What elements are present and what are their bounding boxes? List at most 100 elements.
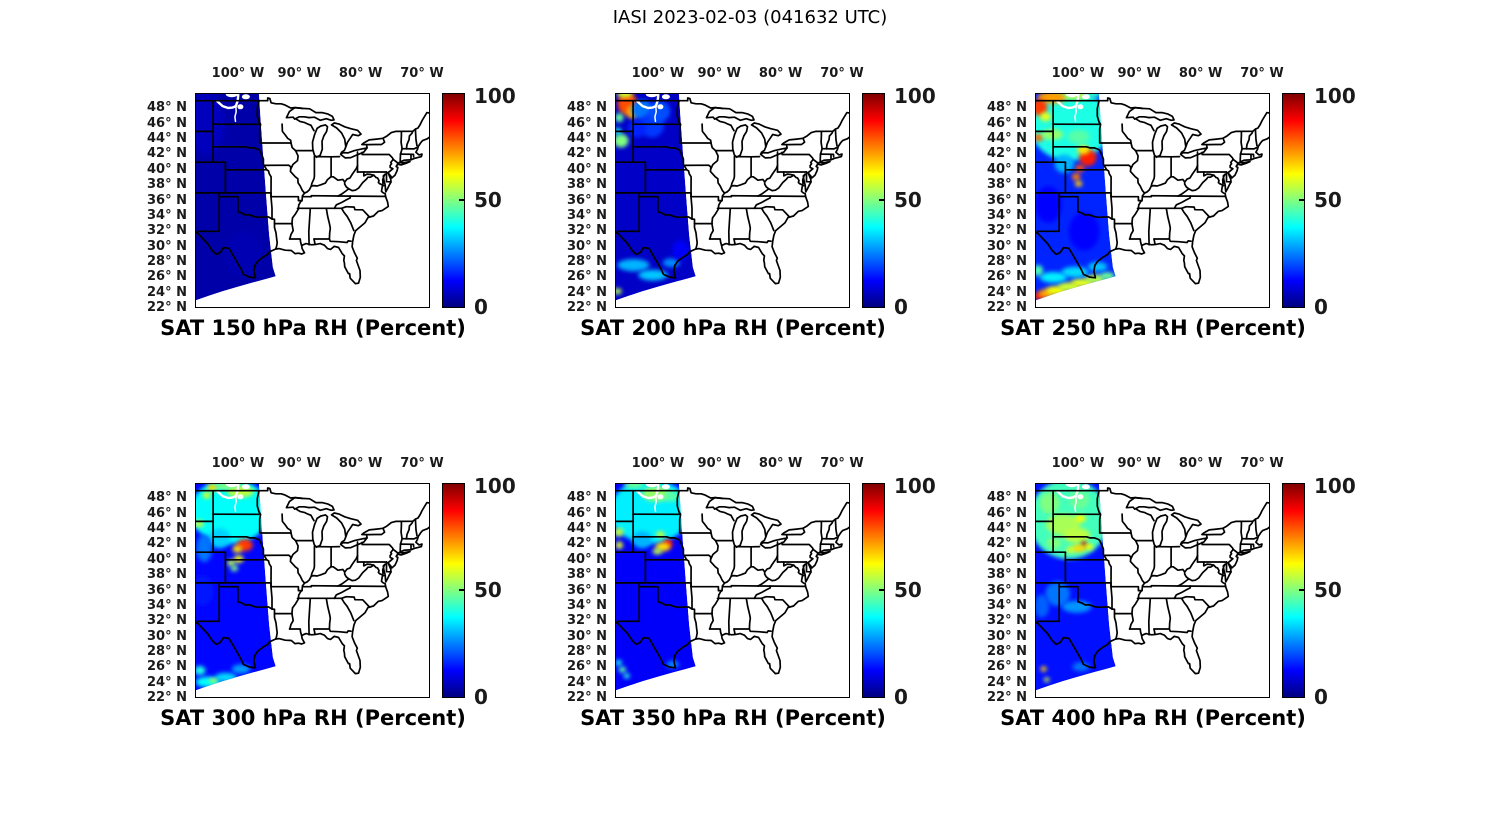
y-tick-label: 42° N xyxy=(987,146,1027,162)
axes-frame xyxy=(615,483,850,698)
y-tick-label: 40° N xyxy=(567,551,607,567)
y-tick-label: 40° N xyxy=(987,551,1027,567)
y-tick-label: 34° N xyxy=(567,597,607,613)
map-canvas-150hpa xyxy=(195,93,430,308)
y-tick-label: 22° N xyxy=(147,690,187,706)
y-tick-label: 40° N xyxy=(147,551,187,567)
colorbar-label: 100 xyxy=(894,474,936,498)
y-tick-label: 22° N xyxy=(987,300,1027,316)
map-canvas-200hpa xyxy=(615,93,850,308)
y-tick-label: 40° N xyxy=(567,161,607,177)
y-tick-label: 46° N xyxy=(987,505,1027,521)
figure-title: IASI 2023-02-03 (041632 UTC) xyxy=(612,7,888,28)
y-tick-label: 28° N xyxy=(987,644,1027,660)
y-tick-label: 34° N xyxy=(987,207,1027,223)
panel-sat-200-hpa: SAT 200 hPa RH (Percent) 100° W 90° W 80° … xyxy=(567,66,955,358)
x-tick-label: 70° W xyxy=(400,456,444,471)
y-tick-label: 48° N xyxy=(987,490,1027,506)
state-boundaries xyxy=(195,487,430,675)
x-tick-label: 80° W xyxy=(338,456,383,471)
axes-frame xyxy=(195,93,430,308)
colorbar-label: 50 xyxy=(894,578,922,602)
colorbar-label: 50 xyxy=(1314,188,1342,212)
colorbar xyxy=(442,483,465,698)
rh-map-svg xyxy=(1035,483,1270,698)
colorbar-label: 0 xyxy=(894,685,908,709)
x-tick-label: 90° W xyxy=(277,456,322,471)
y-tick-label: 44° N xyxy=(147,131,187,147)
x-tick-label: 90° W xyxy=(697,456,742,471)
x-tick-label: 100° W xyxy=(211,66,265,81)
panel-title: SAT 150 hPa RH (Percent) xyxy=(160,316,466,340)
y-tick-label: 36° N xyxy=(567,192,607,208)
y-tick-label: 38° N xyxy=(147,177,187,193)
axes-frame xyxy=(195,483,430,698)
x-tick-label: 70° W xyxy=(1240,66,1284,81)
x-tick-label: 90° W xyxy=(697,66,742,81)
panel-sat-250-hpa: SAT 250 hPa RH (Percent) 100° W 90° W 80° … xyxy=(987,66,1375,358)
rh-map-svg xyxy=(195,483,430,698)
y-tick-label: 48° N xyxy=(567,100,607,116)
y-tick-label: 32° N xyxy=(987,613,1027,629)
y-tick-label: 24° N xyxy=(987,674,1027,690)
missing-data-region xyxy=(635,93,670,123)
x-tick-label: 100° W xyxy=(1051,66,1105,81)
y-tick-label: 28° N xyxy=(567,254,607,270)
y-tick-label: 22° N xyxy=(147,300,187,316)
x-tick-label: 100° W xyxy=(211,456,265,471)
panel-title: SAT 250 hPa RH (Percent) xyxy=(1000,316,1306,340)
y-tick-label: 48° N xyxy=(987,100,1027,116)
colorbar-label: 50 xyxy=(894,188,922,212)
x-tick-label: 70° W xyxy=(400,66,444,81)
y-tick-label: 28° N xyxy=(567,644,607,660)
y-tick-label: 40° N xyxy=(147,161,187,177)
y-tick-label: 48° N xyxy=(567,490,607,506)
y-tick-label: 38° N xyxy=(987,567,1027,583)
colorbar-label: 0 xyxy=(894,295,908,319)
colorbar-label: 50 xyxy=(474,188,502,212)
y-tick-label: 22° N xyxy=(567,690,607,706)
y-tick-label: 42° N xyxy=(147,146,187,162)
state-boundaries xyxy=(615,97,850,285)
panel-title: SAT 300 hPa RH (Percent) xyxy=(160,706,466,730)
colorbar-tick-50 xyxy=(1299,199,1304,201)
missing-data-region xyxy=(1055,483,1090,513)
y-tick-label: 24° N xyxy=(987,284,1027,300)
rh-map-svg xyxy=(1035,93,1270,308)
x-tick-label: 70° W xyxy=(1240,456,1284,471)
y-tick-label: 44° N xyxy=(567,521,607,537)
y-tick-label: 30° N xyxy=(147,628,187,644)
x-tick-label: 70° W xyxy=(820,456,864,471)
axes-frame xyxy=(615,93,850,308)
y-tick-label: 26° N xyxy=(567,659,607,675)
y-tick-label: 38° N xyxy=(987,177,1027,193)
map-canvas-300hpa xyxy=(195,483,430,698)
y-tick-label: 42° N xyxy=(147,536,187,552)
y-tick-label: 32° N xyxy=(147,613,187,629)
y-tick-label: 28° N xyxy=(987,254,1027,270)
y-tick-label: 30° N xyxy=(147,238,187,254)
rh-map-svg xyxy=(615,483,850,698)
y-tick-label: 24° N xyxy=(567,674,607,690)
colorbar-label: 100 xyxy=(894,84,936,108)
colorbar-tick-50 xyxy=(459,589,464,591)
y-tick-label: 30° N xyxy=(987,238,1027,254)
y-tick-label: 26° N xyxy=(147,659,187,675)
x-tick-label: 80° W xyxy=(758,66,803,81)
y-tick-label: 38° N xyxy=(567,177,607,193)
rh-map-svg xyxy=(615,93,850,308)
y-tick-label: 30° N xyxy=(567,238,607,254)
colorbar xyxy=(862,483,885,698)
y-tick-label: 36° N xyxy=(987,192,1027,208)
x-tick-label: 80° W xyxy=(758,456,803,471)
y-tick-label: 36° N xyxy=(147,192,187,208)
y-tick-label: 48° N xyxy=(147,100,187,116)
y-tick-label: 24° N xyxy=(567,284,607,300)
y-tick-label: 42° N xyxy=(567,146,607,162)
x-tick-label: 90° W xyxy=(1117,66,1162,81)
y-tick-label: 30° N xyxy=(567,628,607,644)
state-boundaries xyxy=(615,487,850,675)
panel-sat-150-hpa: SAT 150 hPa RH (Percent) 100° W 90° W 80° … xyxy=(147,66,535,358)
y-tick-label: 36° N xyxy=(987,582,1027,598)
map-canvas-350hpa xyxy=(615,483,850,698)
